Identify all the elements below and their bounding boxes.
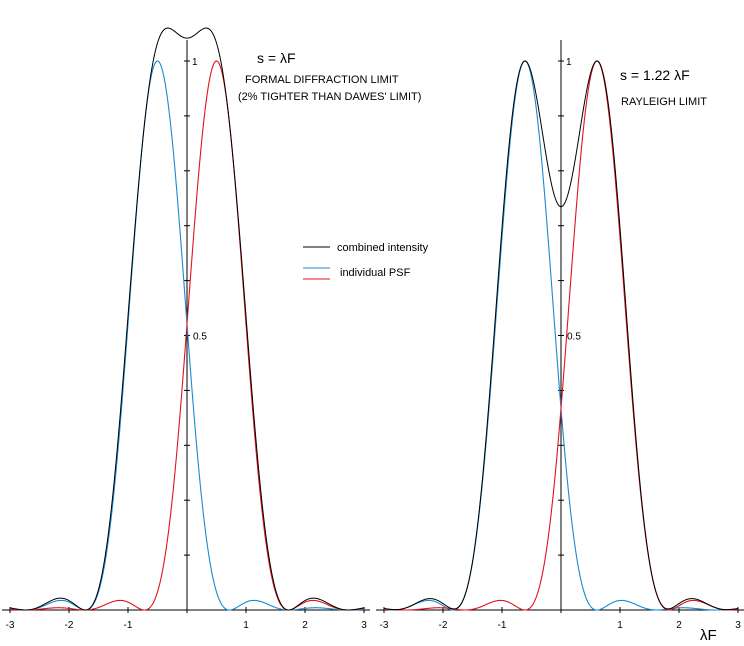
left-annotation-line2: (2% TIGHTER THAN DAWES' LIMIT) xyxy=(238,91,421,103)
panel-formal-limit: -3 -2 -1 1 2 3 0.5 1 xyxy=(2,27,370,631)
y-tick-label: 1 xyxy=(192,57,198,68)
x-tick-label: -3 xyxy=(380,620,389,631)
x-tick-label: 3 xyxy=(735,620,741,631)
panel-rayleigh-limit: -3 -2 -1 1 2 3 0.5 1 xyxy=(376,40,744,631)
x-tick-label: -2 xyxy=(439,620,448,631)
series-line-combined xyxy=(383,60,739,611)
x-tick-label: 3 xyxy=(361,620,367,631)
series-line-right-psf xyxy=(383,60,739,611)
y-tick-label: 1 xyxy=(566,57,572,68)
x-tick-label: -1 xyxy=(124,620,133,631)
series-line-right-psf xyxy=(9,60,365,611)
x-tick-label: 2 xyxy=(302,620,308,631)
legend-label-combined: combined intensity xyxy=(337,242,429,254)
y-tick-label: 0.5 xyxy=(567,332,581,343)
x-tick-label: -1 xyxy=(498,620,507,631)
x-tick-label: -3 xyxy=(6,620,15,631)
x-tick-label: 1 xyxy=(243,620,249,631)
left-annotation-line1: FORMAL DIFFRACTION LIMIT xyxy=(245,74,399,86)
y-tick-label: 0.5 xyxy=(193,332,207,343)
x-tick-label: -2 xyxy=(65,620,74,631)
x-tick-label: 2 xyxy=(676,620,682,631)
x-tick-label: 1 xyxy=(617,620,623,631)
right-title: s = 1.22 λF xyxy=(620,67,690,83)
right-annotation-line1: RAYLEIGH LIMIT xyxy=(621,96,707,108)
series-line-combined xyxy=(9,27,365,611)
left-title: s = λF xyxy=(257,50,296,66)
x-unit-label: λF xyxy=(700,627,717,644)
legend-label-individual-psf: individual PSF xyxy=(340,267,411,279)
legend: combined intensity individual PSF xyxy=(303,242,429,280)
